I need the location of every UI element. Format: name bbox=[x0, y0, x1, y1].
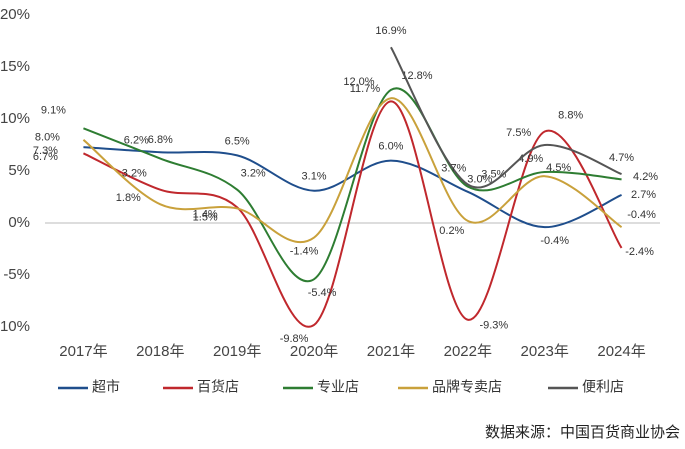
data-label: 3.2% bbox=[241, 168, 266, 180]
data-label: -0.4% bbox=[627, 209, 656, 221]
data-label: -5.4% bbox=[308, 287, 337, 299]
data-label: 4.2% bbox=[633, 171, 658, 183]
data-label: 4.7% bbox=[609, 152, 634, 164]
x-tick-label: 2022年 bbox=[444, 343, 492, 360]
data-label: 6.7% bbox=[33, 151, 58, 163]
data-label: 12.8% bbox=[401, 70, 432, 82]
data-label: 8.0% bbox=[35, 132, 60, 144]
x-tick-label: 2021年 bbox=[367, 343, 415, 360]
y-tick-label: 20% bbox=[0, 6, 30, 23]
data-label: 8.8% bbox=[558, 109, 583, 121]
data-label: 2.7% bbox=[631, 189, 656, 201]
y-tick-label: -5% bbox=[3, 266, 30, 283]
x-tick-label: 2024年 bbox=[597, 343, 645, 360]
legend-label: 百货店 bbox=[197, 379, 239, 395]
x-tick-label: 2019年 bbox=[213, 343, 261, 360]
data-label: 11.7% bbox=[350, 83, 381, 95]
data-label: -1.4% bbox=[290, 245, 319, 257]
x-tick-label: 2018年 bbox=[136, 343, 184, 360]
series-line bbox=[82, 97, 623, 244]
y-tick-label: -10% bbox=[0, 318, 30, 335]
data-label: -2.4% bbox=[625, 246, 654, 258]
data-label: -9.3% bbox=[479, 320, 508, 332]
x-tick-label: 2020年 bbox=[290, 343, 338, 360]
data-label: 7.3% bbox=[33, 145, 58, 157]
series-line bbox=[83, 146, 622, 229]
source-note: 数据来源：中国百货商业协会 bbox=[485, 424, 680, 441]
y-tick-label: 0% bbox=[8, 214, 30, 231]
legend-label: 超市 bbox=[92, 379, 120, 395]
x-tick-label: 2023年 bbox=[521, 343, 569, 360]
data-label: -0.4% bbox=[540, 235, 569, 247]
data-label: 1.4% bbox=[193, 208, 218, 220]
data-label: 6.8% bbox=[148, 134, 173, 146]
legend-label: 品牌专卖店 bbox=[432, 379, 502, 395]
series-line bbox=[390, 46, 622, 189]
y-tick-label: 5% bbox=[8, 162, 30, 179]
data-label: 1.5% bbox=[193, 211, 218, 223]
data-label: 12.0% bbox=[343, 76, 374, 88]
data-label: 3.0% bbox=[467, 174, 492, 186]
data-label: 6.5% bbox=[225, 135, 250, 147]
data-label: 1.8% bbox=[116, 192, 141, 204]
x-tick-label: 2017年 bbox=[59, 343, 107, 360]
y-tick-label: 10% bbox=[0, 110, 30, 127]
data-label: -9.8% bbox=[280, 333, 309, 345]
data-label: 7.5% bbox=[506, 127, 531, 139]
data-label: 3.7% bbox=[441, 162, 466, 174]
data-label: 16.9% bbox=[375, 25, 406, 37]
data-label: 0.2% bbox=[439, 225, 464, 237]
data-label: 3.2% bbox=[122, 168, 147, 180]
series-line bbox=[83, 87, 622, 283]
data-label: 6.2% bbox=[124, 134, 149, 146]
data-label: 9.1% bbox=[41, 104, 66, 116]
y-tick-label: 15% bbox=[0, 58, 30, 75]
legend-label: 专业店 bbox=[317, 379, 359, 395]
data-label: 4.9% bbox=[518, 153, 543, 165]
data-label: 3.1% bbox=[302, 171, 327, 183]
data-label: 6.0% bbox=[378, 141, 403, 153]
data-label: 4.5% bbox=[546, 162, 571, 174]
legend-label: 便利店 bbox=[582, 379, 624, 395]
